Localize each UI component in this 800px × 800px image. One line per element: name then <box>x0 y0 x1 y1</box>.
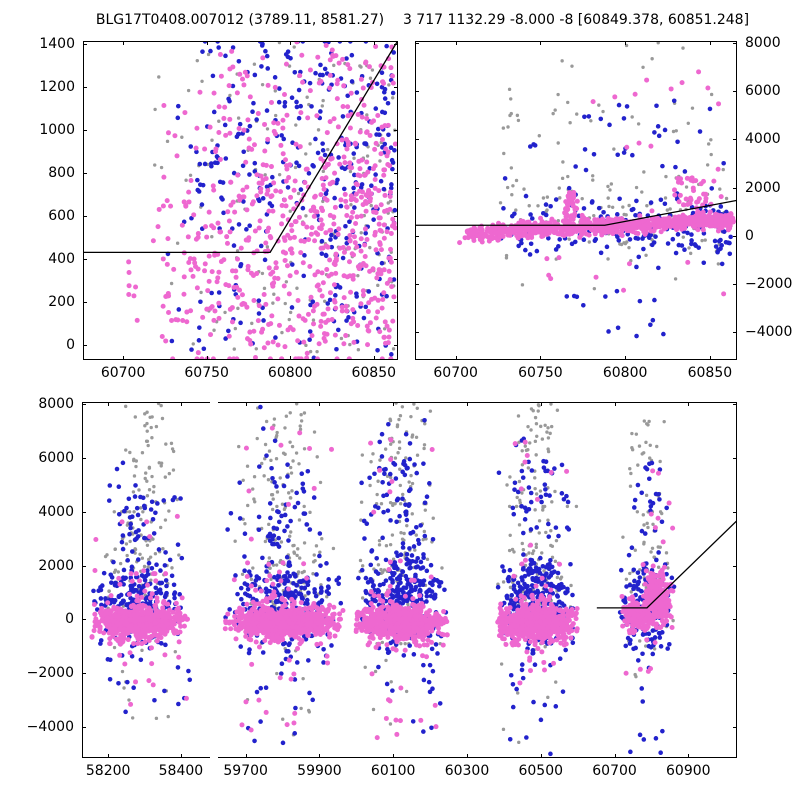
x-tick-label-bottom-right: 60300 <box>444 763 490 779</box>
x-tick-label-bottom-right: 60900 <box>666 763 711 779</box>
y-tick-label-bottom-left: 0 <box>65 611 74 628</box>
y-tick-label-top-left: 600 <box>48 207 75 224</box>
x-tick-label-top-right: 60850 <box>687 365 733 381</box>
y-tick-label-bottom-left: 8000 <box>38 396 74 413</box>
x-tick-label-bottom-right: 60700 <box>592 763 637 779</box>
y-tick-label-top-left: 400 <box>48 250 75 267</box>
x-tick-label-bottom-left: 58200 <box>85 763 131 779</box>
x-tick-label-top-right: 60800 <box>602 365 648 381</box>
x-tick-label-top-right: 60750 <box>518 365 563 381</box>
x-tick-label-top-right: 60700 <box>433 365 478 381</box>
x-tick-label-bottom-right: 60100 <box>370 763 416 779</box>
y-tick-label-top-right: 6000 <box>745 83 781 100</box>
y-tick-label-bottom-left: −4000 <box>26 719 74 736</box>
panel-bottom-right-scatter <box>218 402 737 758</box>
x-tick-label-bottom-left: 58400 <box>158 763 204 779</box>
y-tick-label-top-left: 1000 <box>39 121 75 138</box>
y-tick-label-top-left: 200 <box>48 293 75 310</box>
x-tick-label-top-left: 60850 <box>351 365 397 381</box>
panel-bottom-left-scatter <box>82 402 210 758</box>
y-tick-label-top-left: 800 <box>48 164 75 181</box>
x-tick-label-top-left: 60700 <box>100 365 146 381</box>
y-tick-label-bottom-left: 2000 <box>38 557 74 574</box>
y-tick-label-top-right: 8000 <box>745 35 781 52</box>
x-tick-label-top-left: 60800 <box>267 365 313 381</box>
y-tick-label-top-left: 1400 <box>39 35 75 52</box>
y-tick-label-top-right: 4000 <box>745 131 781 148</box>
y-tick-label-top-right: 2000 <box>745 179 781 196</box>
y-tick-label-bottom-left: −2000 <box>26 665 74 682</box>
plot-title-right: 3 717 1132.29 -8.000 -8 [60849.378, 6085… <box>402 12 750 28</box>
panel-top-right-scatter <box>415 41 737 360</box>
x-tick-label-bottom-right: 60500 <box>518 763 564 779</box>
plot-title-left: BLG17T0408.007012 (3789.11, 8581.27) <box>95 12 385 28</box>
panel-top-left-scatter <box>83 41 398 360</box>
y-tick-label-top-left: 1200 <box>39 78 75 95</box>
y-tick-label-top-right: 0 <box>745 227 754 244</box>
y-tick-label-bottom-left: 6000 <box>38 449 74 466</box>
y-tick-label-top-left: 0 <box>66 336 75 353</box>
x-tick-label-top-left: 60750 <box>184 365 229 381</box>
x-tick-label-bottom-right: 59900 <box>297 763 342 779</box>
y-tick-label-bottom-left: 4000 <box>38 503 74 520</box>
y-tick-label-top-right: −4000 <box>745 323 793 340</box>
x-tick-label-bottom-right: 59700 <box>223 763 268 779</box>
y-tick-label-top-right: −2000 <box>745 275 793 292</box>
